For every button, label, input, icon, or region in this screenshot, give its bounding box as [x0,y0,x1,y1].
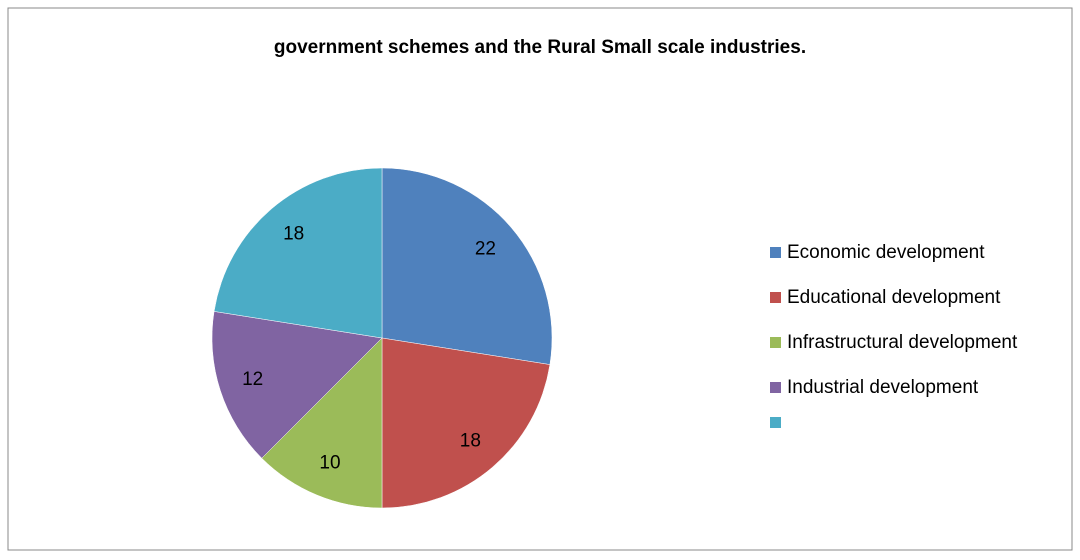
data-label: 10 [319,453,340,474]
pie-slice [381,167,553,365]
data-label: 18 [460,430,481,451]
data-label: 22 [475,239,496,260]
legend-label: Industrial development [787,377,979,398]
legend-swatch [770,337,781,348]
data-label: 18 [283,224,304,245]
legend-swatch [770,382,781,393]
chart-title: government schemes and the Rural Small s… [274,37,806,58]
legend-swatch [770,247,781,258]
data-label: 12 [242,369,263,390]
pie-slice [211,311,383,459]
pie-slice [261,337,383,509]
pie-slice [381,337,551,509]
legend-swatch [770,292,781,303]
legend-label: Economic development [787,242,985,263]
legend-label: Educational development [787,287,1001,308]
legend-swatch [770,417,781,428]
pie-slice [213,167,383,339]
legend-label: Infrastructural development [787,332,1018,353]
